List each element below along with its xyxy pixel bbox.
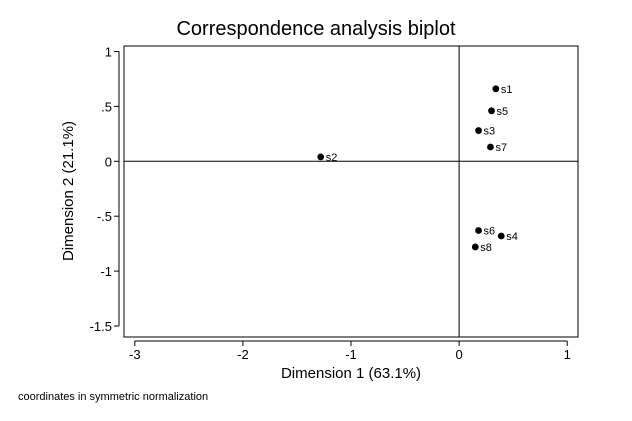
point-label-s3: s3 <box>484 126 496 138</box>
plot-frame <box>123 45 579 338</box>
point-s4 <box>497 232 505 240</box>
point-label-s1: s1 <box>501 84 513 96</box>
point-label-s5: s5 <box>497 106 509 118</box>
chart-title: Correspondence analysis biplot <box>176 18 455 40</box>
x-tick-label: 0 <box>455 347 462 362</box>
y-tick-label: -1.5 <box>90 319 112 334</box>
y-axis-label: Dimension 2 (21.1%) <box>60 121 77 261</box>
point-s3 <box>475 127 482 134</box>
point-label-s6: s6 <box>484 225 496 237</box>
point-s2 <box>317 153 325 161</box>
point-s1 <box>492 85 500 93</box>
x-tick-label: -3 <box>129 347 141 362</box>
point-s5 <box>488 107 495 115</box>
x-tick-label: -2 <box>237 347 249 362</box>
x-tick-label: -1 <box>345 347 357 362</box>
x-axis: -3 -2 -1 0 1 <box>129 340 571 362</box>
point-label-s8: s8 <box>480 242 492 254</box>
point-s7 <box>487 143 494 151</box>
y-tick-label: -.5 <box>97 209 112 224</box>
point-label-s4: s4 <box>506 231 518 243</box>
y-tick-label: 0 <box>105 154 112 169</box>
y-tick-label: -1 <box>100 264 112 279</box>
x-axis-label: Dimension 1 (63.1%) <box>281 365 421 382</box>
y-tick-label: .5 <box>101 99 112 114</box>
chart-note: coordinates in symmetric normalization <box>18 391 208 403</box>
point-label-s2: s2 <box>326 152 338 164</box>
point-label-s7: s7 <box>495 142 507 154</box>
point-s6 <box>475 227 482 234</box>
y-axis: 1 .5 0 -.5 -1 -1.5 <box>90 44 120 334</box>
x-tick-label: 1 <box>564 347 571 362</box>
y-tick-label: 1 <box>105 44 112 59</box>
point-s8 <box>471 243 479 251</box>
